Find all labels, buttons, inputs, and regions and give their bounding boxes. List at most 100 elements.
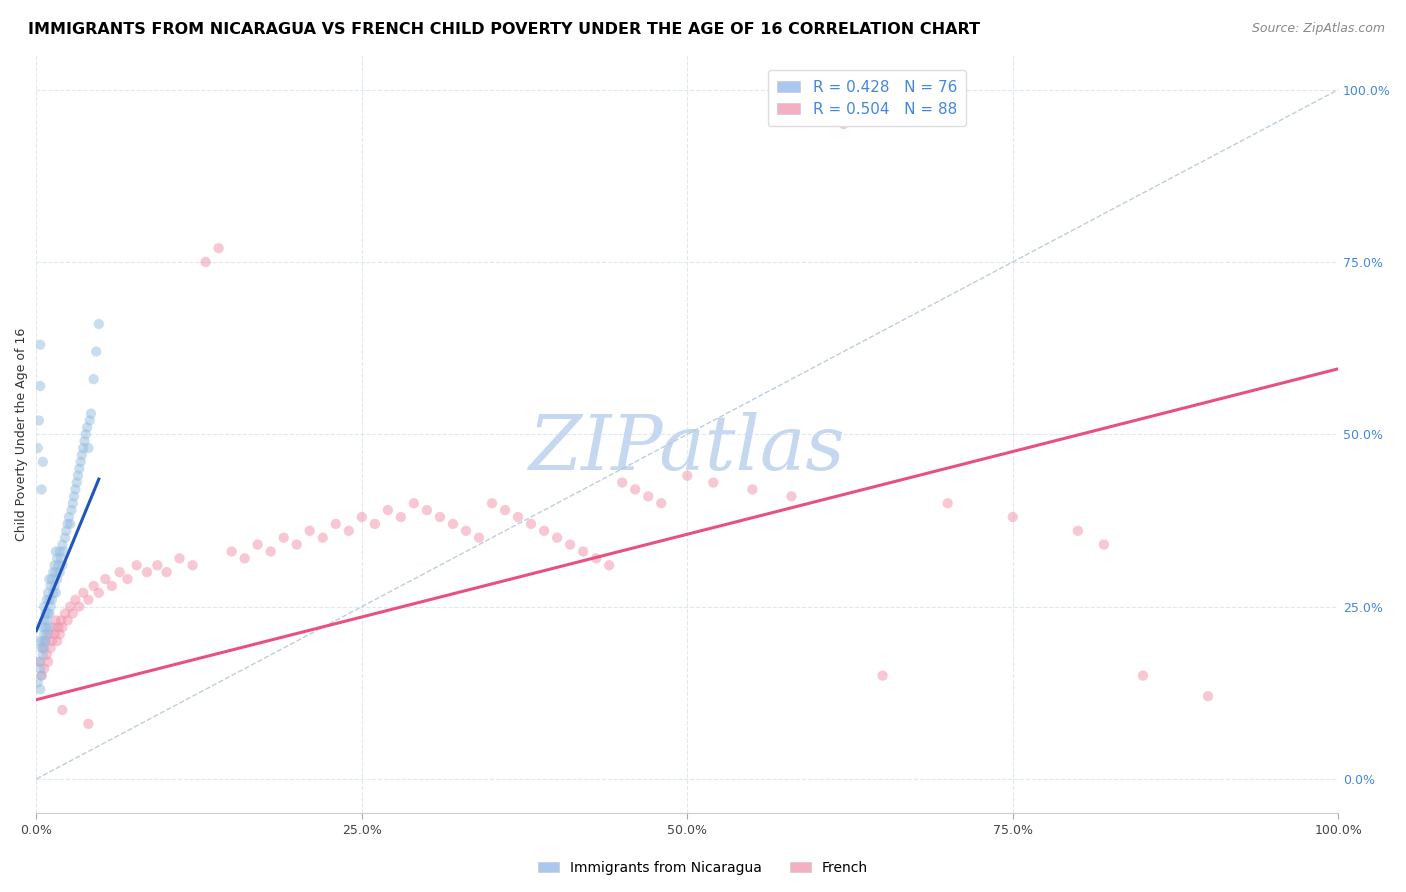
Point: [53, 531, 76, 545]
Point: [46, 551, 69, 566]
Text: ZIPatlas: ZIPatlas: [529, 412, 845, 486]
Point: [51, 703, 73, 717]
Point: [37, 586, 59, 600]
Point: [468, 531, 491, 545]
Point: [30, 682, 52, 697]
Point: [506, 510, 529, 524]
Point: [39, 599, 62, 614]
Point: [66, 475, 89, 490]
Point: [702, 475, 724, 490]
Point: [49, 627, 72, 641]
Point: [46, 572, 69, 586]
Point: [49, 544, 72, 558]
Point: [1092, 538, 1115, 552]
Point: [207, 241, 229, 255]
Point: [87, 586, 110, 600]
Point: [55, 524, 77, 538]
Point: [41, 634, 63, 648]
Point: [27, 441, 49, 455]
Point: [51, 558, 73, 573]
Y-axis label: Child Poverty Under the Age of 16: Child Poverty Under the Age of 16: [15, 327, 28, 541]
Point: [169, 551, 191, 566]
Point: [38, 592, 60, 607]
Point: [585, 551, 607, 566]
Point: [298, 524, 321, 538]
Point: [42, 620, 65, 634]
Point: [31, 620, 53, 634]
Point: [31, 483, 53, 497]
Point: [612, 475, 634, 490]
Point: [624, 483, 647, 497]
Point: [72, 586, 94, 600]
Point: [31, 668, 53, 682]
Point: [87, 317, 110, 331]
Point: [65, 592, 87, 607]
Point: [34, 620, 56, 634]
Point: [73, 434, 96, 449]
Point: [194, 255, 217, 269]
Point: [31, 640, 53, 655]
Point: [350, 510, 373, 524]
Point: [94, 572, 117, 586]
Point: [59, 599, 82, 614]
Point: [44, 558, 66, 573]
Point: [62, 607, 84, 621]
Point: [42, 565, 65, 579]
Point: [273, 531, 295, 545]
Point: [45, 614, 67, 628]
Point: [35, 614, 58, 628]
Point: [136, 565, 159, 579]
Point: [39, 579, 62, 593]
Point: [48, 558, 70, 573]
Point: [44, 627, 66, 641]
Point: [441, 516, 464, 531]
Point: [146, 558, 169, 573]
Point: [1197, 690, 1219, 704]
Point: [1132, 668, 1154, 682]
Point: [832, 117, 855, 131]
Point: [83, 579, 105, 593]
Point: [77, 592, 100, 607]
Point: [28, 413, 51, 427]
Point: [35, 592, 58, 607]
Point: [37, 655, 59, 669]
Point: [32, 627, 55, 641]
Point: [364, 516, 387, 531]
Point: [312, 531, 335, 545]
Point: [221, 544, 243, 558]
Point: [41, 572, 63, 586]
Point: [31, 668, 53, 682]
Point: [101, 579, 124, 593]
Point: [77, 441, 100, 455]
Point: [62, 496, 84, 510]
Point: [49, 551, 72, 566]
Point: [67, 462, 90, 476]
Point: [34, 634, 56, 648]
Point: [285, 538, 308, 552]
Point: [27, 675, 49, 690]
Point: [42, 586, 65, 600]
Point: [84, 344, 107, 359]
Point: [1001, 510, 1024, 524]
Point: [70, 448, 93, 462]
Point: [80, 407, 103, 421]
Point: [38, 607, 60, 621]
Point: [402, 496, 425, 510]
Point: [637, 489, 659, 503]
Point: [389, 510, 412, 524]
Point: [32, 640, 55, 655]
Point: [936, 496, 959, 510]
Point: [56, 614, 79, 628]
Point: [63, 489, 86, 503]
Point: [108, 565, 131, 579]
Point: [494, 503, 516, 517]
Point: [260, 544, 283, 558]
Point: [38, 620, 60, 634]
Point: [872, 668, 894, 682]
Point: [454, 524, 477, 538]
Point: [28, 634, 51, 648]
Point: [56, 516, 79, 531]
Point: [30, 337, 52, 351]
Point: [572, 544, 595, 558]
Point: [48, 620, 70, 634]
